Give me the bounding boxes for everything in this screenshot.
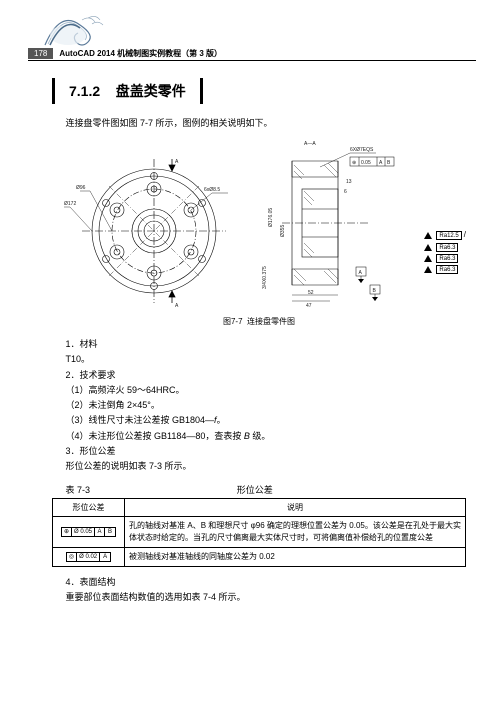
section-label: A—A	[304, 141, 316, 147]
s3-body: 形位公差的说明如表 7-3 所示。	[52, 459, 466, 474]
dim-52: 52	[308, 290, 314, 296]
s4-body: 重要部位表面结构数值的选用如表 7-4 所示。	[52, 590, 466, 605]
hole-callout: 6XØ7EQS	[350, 147, 374, 153]
row1-desc: 孔的轴线对基准 A、B 和理想尺寸 φ96 确定的理想位置公差为 0.05。该公…	[125, 516, 466, 547]
table-label: 表 7-3	[52, 483, 90, 496]
figure-7-7: Ø172 Ø96 6xØ8.5 A A A—A	[52, 137, 466, 312]
section-arrow-bot: A	[175, 303, 179, 309]
dim-outer-dia: Ø172	[64, 201, 76, 207]
figure-caption: 图7-7 连接盘零件图	[52, 316, 466, 327]
dim-dia1: Ø176.05	[268, 208, 274, 227]
s1-head: 1．材料	[52, 337, 466, 352]
book-title: AutoCAD 2014 机械制图实例教程（第 3 版）	[59, 48, 222, 59]
s2-i4a: （4）未注形位公差按 GB1184—80，查表按	[66, 431, 244, 441]
s2-i3c: 。	[217, 415, 226, 425]
row2-symbol: ◎ Ø 0.02 A	[66, 552, 111, 562]
th-col1: 形位公差	[53, 498, 125, 516]
table-caption: 形位公差	[223, 483, 273, 496]
fig-text: 连接盘零件图	[247, 317, 295, 326]
table-title-row: 表 7-3 形位公差	[52, 483, 466, 496]
s2-i4: （4）未注形位公差按 GB1184—80，查表按 B 级。	[52, 429, 466, 444]
r1-sym: ⊕	[62, 528, 72, 536]
page-number: 178	[28, 48, 53, 59]
s2-i3: （3）线性尺寸未注公差按 GB1804—f。	[52, 413, 466, 428]
spec-list-2: 4．表面结构 重要部位表面结构数值的选用如表 7-4 所示。	[52, 575, 466, 606]
row1-symbol: ⊕ Ø 0.05 A B	[61, 527, 116, 537]
dim-thread: 3/4X0.375	[262, 266, 268, 289]
surface-finish-block: Ra12.5/ Ra6.3 Ra6.3 Ra6.3	[424, 229, 466, 276]
dim-13: 13	[346, 179, 352, 185]
s1-body: T10。	[52, 352, 466, 367]
spec-list: 1．材料 T10。 2．技术要求 （1）高频淬火 59～64HRC。 （2）未注…	[52, 337, 466, 475]
front-view-drawing: Ø172 Ø96 6xØ8.5 A A	[64, 141, 244, 311]
r1-tol: Ø 0.05	[72, 528, 95, 536]
r1-d1: A	[95, 528, 105, 536]
s3-head: 3．形位公差	[52, 444, 466, 459]
gd-sym: ⊕	[352, 160, 356, 166]
sf-3: Ra6.3	[436, 265, 458, 274]
header-rule	[28, 60, 476, 61]
r2-d1: A	[100, 553, 110, 561]
th-col2: 说明	[125, 498, 466, 516]
wave-decoration	[40, 0, 130, 55]
section-number: 7.1.2	[69, 83, 100, 99]
s2-i1: （1）高频淬火 59～64HRC。	[52, 383, 466, 398]
sf-0: Ra12.5	[436, 231, 461, 240]
row2-desc: 被测轴线对基准轴线的同轴度公差为 0.02	[125, 547, 466, 566]
dim-6: 6	[344, 189, 347, 195]
r1db: A、B	[187, 521, 206, 530]
section-view-drawing: A—A	[258, 137, 403, 309]
page-content: 7.1.2 盘盖类零件 连接盘零件图如图 7-7 所示，图例的相关说明如下。	[0, 60, 502, 605]
s2-i4c: 级。	[250, 431, 271, 441]
section-arrow-top: A	[175, 159, 179, 165]
sf-2: Ra6.3	[436, 254, 458, 263]
r1-d2: B	[105, 528, 115, 536]
r2-sym: ◎	[67, 553, 77, 561]
page-header: 178 AutoCAD 2014 机械制图实例教程（第 3 版）	[0, 0, 502, 60]
dim-hole-note: 6xØ8.5	[204, 187, 220, 193]
dim-dia2: Ø355	[280, 225, 286, 237]
s4-head: 4．表面结构	[52, 575, 466, 590]
s2-head: 2．技术要求	[52, 368, 466, 383]
dim-47: 47	[306, 303, 312, 309]
gd-tol: 0.05	[361, 160, 371, 166]
sf-1: Ra6.3	[436, 243, 458, 252]
r1da: 孔的轴线对基准	[129, 521, 187, 530]
fig-label: 图7-7	[223, 317, 243, 326]
section-title: 盘盖类零件	[116, 83, 186, 99]
dim-bolt-circle: Ø96	[76, 185, 86, 191]
intro-text: 连接盘零件图如图 7-7 所示，图例的相关说明如下。	[52, 116, 466, 129]
s2-i2: （2）未注倒角 2×45°。	[52, 398, 466, 413]
s2-i3a: （3）线性尺寸未注公差按 GB1804—	[66, 415, 215, 425]
section-heading: 7.1.2 盘盖类零件	[52, 78, 203, 104]
r2-tol: Ø 0.02	[77, 553, 100, 561]
gd-table: 形位公差 说明 ⊕ Ø 0.05 A B 孔的轴线对基准 A、B 和理想尺寸 φ…	[52, 498, 466, 567]
